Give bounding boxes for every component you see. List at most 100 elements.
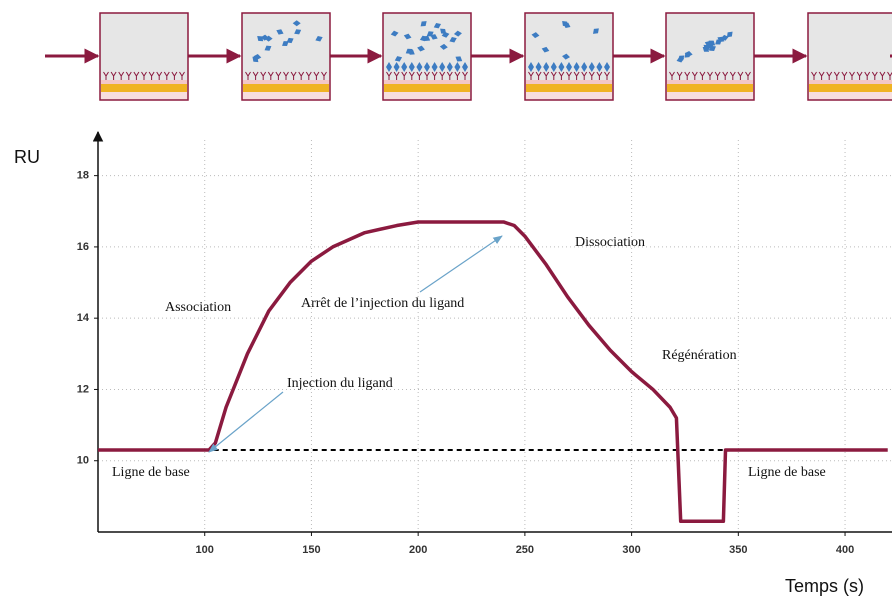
- receptor: [424, 71, 430, 80]
- receptor: [550, 71, 557, 80]
- receptor: [171, 71, 178, 80]
- bound-ligand: [408, 62, 415, 72]
- receptor: [849, 71, 855, 80]
- bound-ligand: [573, 62, 580, 72]
- ligand: [390, 30, 399, 37]
- schematic: [45, 12, 892, 101]
- ligand: [315, 35, 323, 42]
- bound-ligand: [558, 62, 565, 72]
- bound-ligand: [393, 62, 400, 72]
- ligand: [276, 29, 284, 35]
- bound-ligand: [566, 62, 572, 72]
- x-tick-label: 300: [622, 544, 640, 556]
- receptor: [110, 71, 117, 80]
- ligand: [430, 34, 438, 40]
- ligand: [455, 56, 463, 62]
- y-tick-label: 14: [77, 312, 90, 324]
- receptor: [439, 71, 446, 80]
- bound-ligand: [454, 62, 461, 72]
- y-axis-label: RU: [14, 147, 40, 167]
- bound-ligand: [543, 62, 550, 72]
- receptor: [125, 71, 132, 80]
- ligand: [720, 34, 729, 41]
- receptor: [408, 71, 415, 80]
- x-tick-label: 150: [302, 544, 320, 556]
- receptor: [118, 71, 125, 80]
- ligand: [449, 37, 457, 43]
- receptor: [454, 71, 461, 80]
- receptor: [283, 71, 289, 80]
- ligand: [253, 53, 262, 60]
- ligand: [417, 45, 425, 52]
- receptor: [321, 71, 327, 80]
- receptor: [528, 71, 534, 80]
- receptor: [543, 71, 550, 80]
- receptor: [260, 71, 267, 80]
- y-tick-label: 12: [77, 383, 89, 395]
- bound-ligand: [550, 62, 557, 72]
- receptor: [691, 71, 698, 80]
- ligand: [420, 21, 427, 27]
- bound-ligand: [416, 62, 423, 72]
- sensor-layer: [667, 80, 753, 84]
- receptor: [737, 71, 744, 80]
- receptor: [604, 71, 610, 80]
- receptor: [841, 71, 848, 80]
- receptor: [103, 71, 109, 80]
- receptor: [148, 71, 155, 80]
- receptor: [431, 71, 438, 80]
- bound-ligand: [439, 62, 446, 72]
- ligand: [453, 30, 462, 37]
- gold-layer: [526, 84, 612, 92]
- bound-ligand: [462, 62, 468, 72]
- gold-layer: [809, 84, 892, 92]
- ligand: [726, 31, 733, 38]
- receptor: [386, 71, 392, 80]
- receptor: [745, 71, 751, 80]
- receptor: [879, 71, 886, 80]
- bound-ligand: [581, 62, 588, 72]
- sensor-layer: [526, 80, 612, 84]
- x-tick-label: 100: [196, 544, 214, 556]
- receptor: [856, 71, 863, 80]
- receptor: [446, 71, 453, 80]
- ligand: [433, 22, 442, 29]
- receptor: [275, 71, 282, 80]
- bound-ligand: [596, 62, 603, 72]
- sensorgram-line: [98, 220, 888, 524]
- bound-ligand: [401, 62, 408, 72]
- receptor: [133, 71, 140, 80]
- ligand: [294, 29, 302, 35]
- receptor: [871, 71, 878, 80]
- ligand: [702, 46, 710, 52]
- x-tick-label: 200: [409, 544, 427, 556]
- receptor: [179, 71, 185, 80]
- ligand: [419, 35, 428, 42]
- glass-layer: [809, 92, 892, 99]
- receptor: [393, 71, 400, 80]
- ligand: [715, 39, 722, 45]
- receptor: [290, 71, 297, 80]
- ligand: [708, 40, 716, 46]
- receptor: [699, 71, 706, 80]
- pointer-arrow: [208, 391, 284, 453]
- gold-layer: [243, 84, 329, 92]
- x-tick-label: 400: [836, 544, 854, 556]
- receptor: [596, 71, 603, 80]
- ligand: [260, 34, 269, 41]
- bound-ligand: [588, 62, 595, 72]
- glass-layer: [243, 92, 329, 99]
- receptor: [707, 71, 713, 80]
- receptor: [141, 71, 147, 80]
- receptor: [156, 71, 163, 80]
- gold-layer: [667, 84, 753, 92]
- receptor: [684, 71, 691, 80]
- receptor: [811, 71, 817, 80]
- receptor: [313, 71, 320, 80]
- receptor: [833, 71, 840, 80]
- ligand: [541, 46, 550, 53]
- bound-ligand: [604, 62, 610, 72]
- ligand: [439, 43, 448, 50]
